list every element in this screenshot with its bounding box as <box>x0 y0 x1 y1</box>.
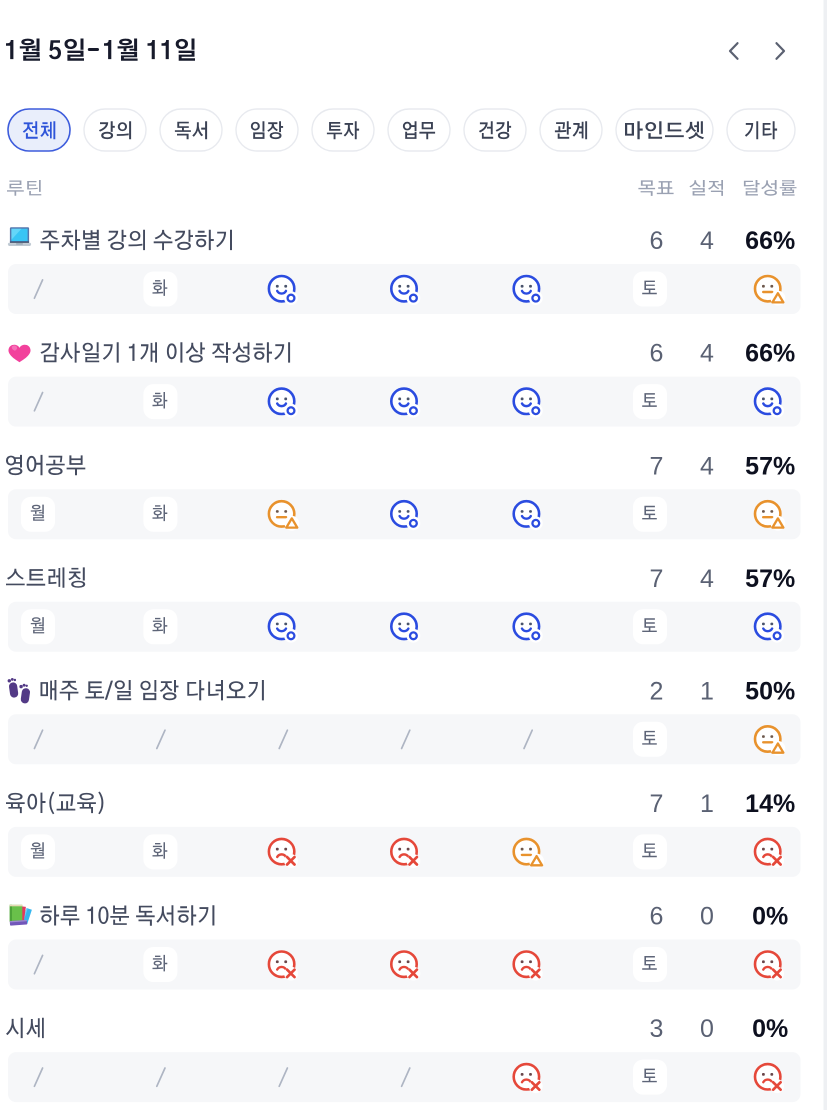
svg-text:0: 0 <box>700 903 714 931</box>
svg-text:0%: 0% <box>752 903 788 931</box>
svg-text:1: 1 <box>700 790 714 818</box>
svg-text:4: 4 <box>700 227 714 255</box>
svg-text:57%: 57% <box>745 565 795 593</box>
svg-text:3: 3 <box>650 1015 664 1043</box>
svg-text:4: 4 <box>700 565 714 593</box>
svg-text:57%: 57% <box>745 452 795 480</box>
svg-text:50%: 50% <box>745 677 795 705</box>
svg-text:0: 0 <box>700 1015 714 1043</box>
svg-text:4: 4 <box>700 452 714 480</box>
svg-text:7: 7 <box>650 790 664 818</box>
svg-text:66%: 66% <box>745 340 795 368</box>
svg-text:66%: 66% <box>745 227 795 255</box>
svg-text:7: 7 <box>650 452 664 480</box>
svg-text:6: 6 <box>650 340 664 368</box>
svg-text:6: 6 <box>650 903 664 931</box>
svg-text:0%: 0% <box>752 1015 788 1043</box>
svg-text:2: 2 <box>650 677 664 705</box>
svg-text:6: 6 <box>650 227 664 255</box>
svg-text:7: 7 <box>650 565 664 593</box>
svg-text:14%: 14% <box>745 790 795 818</box>
svg-text:1: 1 <box>700 677 714 705</box>
svg-text:4: 4 <box>700 340 714 368</box>
